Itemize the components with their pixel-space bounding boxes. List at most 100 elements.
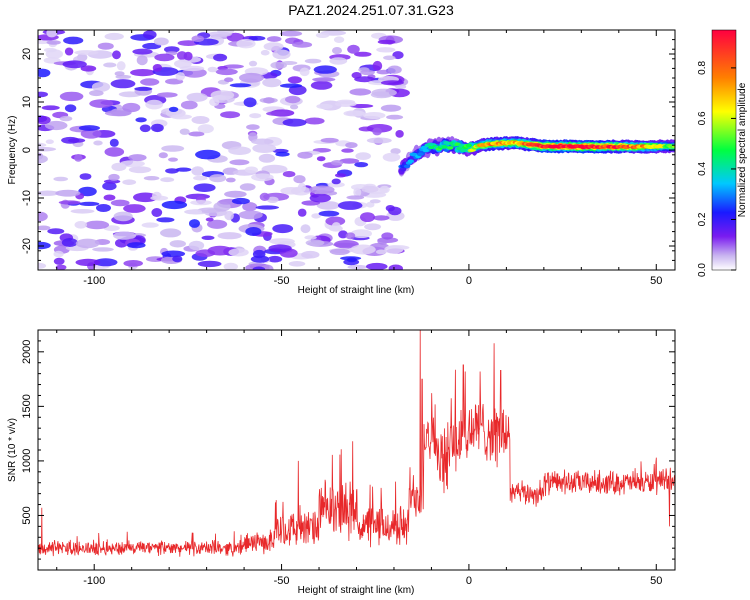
spectrogram-cells [38,30,675,270]
noise-cell [236,39,256,49]
noise-cell [244,166,258,174]
noise-cell [316,156,326,162]
noise-cell [387,65,402,74]
noise-cell [377,238,389,245]
noise-cell [176,51,188,60]
ridge-cell [403,164,411,169]
noise-cell [355,152,372,161]
noise-cell [168,157,178,162]
noise-cell [180,100,198,110]
noise-cell [91,82,111,92]
noise-cell [96,204,111,212]
x-tick-label: -100 [83,275,105,287]
noise-cell [316,201,340,210]
noise-cell [345,232,356,240]
noise-cell [103,194,116,201]
noise-cell [293,175,306,184]
noise-cell [239,72,264,83]
noise-cell [41,105,60,111]
noise-cell [123,260,143,267]
noise-cell [353,187,362,198]
noise-cell [263,42,284,51]
noise-cell [165,168,179,174]
noise-cell [58,200,81,205]
noise-cell [92,247,114,252]
noise-cell [350,229,372,239]
noise-cell [228,248,249,257]
noise-cell [339,158,360,164]
spectrogram-axes: -100 -50 0 50 20 10 0 -10 -20 [21,29,675,287]
ridge-cell [422,148,429,153]
noise-cell [297,182,306,193]
noise-cell [174,59,192,69]
y-tick-label: 1000 [21,449,33,473]
noise-cell [89,99,114,108]
noise-cell [209,98,220,107]
noise-cell [225,177,236,183]
noise-cell [238,210,263,220]
noise-cell [313,65,337,74]
noise-cell [152,64,163,72]
noise-cell [223,64,244,69]
noise-cell [354,162,369,168]
noise-cell [151,123,164,133]
noise-cell [80,65,97,72]
y-tick-label: 2000 [21,340,33,364]
noise-cell [337,201,363,210]
noise-cell [285,95,301,104]
noise-cell [141,222,159,228]
noise-cell [168,106,179,112]
noise-cell [122,102,141,113]
snr-ylabel: SNR (10 * v/v) [7,418,18,482]
noise-cell [219,200,234,205]
noise-cell [335,101,357,107]
y-tick-label: 0 [21,147,33,153]
noise-cell [161,200,188,210]
noise-cell [301,250,320,259]
noise-cell [207,66,218,73]
noise-cell [193,175,208,181]
colorbar-gradient [711,29,737,271]
noise-cell [97,42,114,50]
noise-cell [282,118,307,127]
y-tick-label: -10 [21,190,33,206]
noise-cell [201,235,215,240]
noise-cell [266,196,279,203]
noise-cell [229,159,250,166]
noise-cell [161,250,186,258]
noise-cell [45,139,54,144]
noise-cell [135,117,147,123]
x-tick-label: -100 [83,575,105,587]
noise-cell [209,174,227,183]
noise-cell [189,219,200,228]
noise-cell [272,49,291,60]
ridge-cell [441,145,448,149]
noise-cell [175,167,192,172]
noise-cell [360,69,375,76]
noise-cell [381,232,394,240]
noise-cell [64,104,77,113]
y-tick-label: 500 [21,506,33,524]
noise-cell [53,250,64,258]
noise-cell [338,230,348,239]
noise-cell [380,104,402,112]
noise-cell [376,69,391,75]
noise-cell [245,227,262,236]
noise-cell [309,185,335,195]
noise-cell [331,222,341,231]
noise-cell [372,215,390,221]
noise-cell [74,154,83,162]
noise-cell [351,72,362,79]
noise-cell [197,124,214,134]
noise-cell [59,91,84,102]
noise-cell [270,61,288,69]
noise-cell [280,187,302,195]
noise-cell [299,67,310,77]
noise-cell [251,138,274,145]
noise-cell [332,47,342,55]
spectrogram-frame [37,29,676,271]
noise-cell [207,219,228,229]
noise-cell [108,173,120,181]
noise-cell [312,77,336,82]
noise-cell [175,72,186,81]
